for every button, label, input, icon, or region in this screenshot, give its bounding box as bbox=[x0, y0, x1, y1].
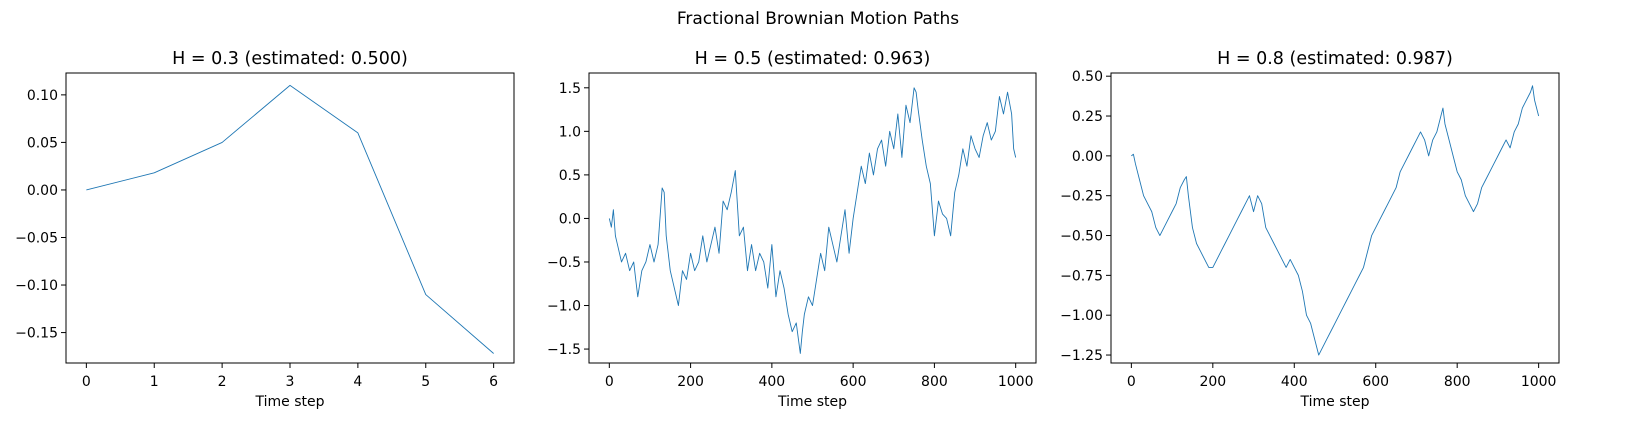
x-tick-label: 800 bbox=[1444, 374, 1471, 390]
y-tick-label: 0.00 bbox=[27, 183, 58, 199]
subplot-h08: H = 0.8 (estimated: 0.987) Time step 0 20… bbox=[1060, 49, 1560, 410]
x-tick-label: 800 bbox=[921, 374, 948, 390]
x-tick-label: 200 bbox=[1199, 374, 1226, 390]
series-line bbox=[1131, 85, 1540, 356]
series-line bbox=[86, 84, 494, 354]
x-tick-label: 1000 bbox=[1521, 374, 1557, 390]
figure-suptitle: Fractional Brownian Motion Paths bbox=[677, 9, 959, 29]
x-tick-label: 400 bbox=[1281, 374, 1308, 390]
x-tick-label: 1 bbox=[150, 374, 159, 390]
x-tick-label: 4 bbox=[353, 374, 362, 390]
x-tick-label: 600 bbox=[1362, 374, 1389, 390]
y-tick-label: −0.50 bbox=[1060, 229, 1103, 245]
y-tick-label: 0.05 bbox=[27, 135, 58, 151]
x-tick-label: 400 bbox=[758, 374, 785, 390]
x-axis-label: Time step bbox=[1300, 394, 1370, 410]
y-tick-label: 0.0 bbox=[559, 211, 581, 227]
y-tick-label: 0.50 bbox=[1072, 69, 1103, 85]
subplot-title: H = 0.3 (estimated: 0.500) bbox=[172, 49, 408, 69]
y-tick-label: −1.0 bbox=[547, 299, 581, 315]
subplot-title: H = 0.5 (estimated: 0.963) bbox=[695, 49, 931, 69]
subplot-h03: H = 0.3 (estimated: 0.500) Time step 0 1 2… bbox=[15, 49, 515, 410]
y-tick-label: 0.10 bbox=[27, 88, 58, 104]
y-tick-label: −0.10 bbox=[15, 278, 58, 294]
y-tick-label: −1.00 bbox=[1060, 308, 1103, 324]
y-tick-label: −0.15 bbox=[15, 326, 58, 342]
subplot-h05: H = 0.5 (estimated: 0.963) Time step 0 20… bbox=[547, 49, 1037, 410]
y-tick-label: 0.00 bbox=[1072, 149, 1103, 165]
y-tick-label: 1.5 bbox=[559, 81, 581, 97]
subplot-title: H = 0.8 (estimated: 0.987) bbox=[1217, 49, 1453, 69]
y-tick-label: 1.0 bbox=[559, 124, 581, 140]
y-tick-label: −0.25 bbox=[1060, 189, 1103, 205]
x-tick-label: 200 bbox=[677, 374, 704, 390]
y-tick-label: −0.05 bbox=[15, 230, 58, 246]
x-tick-label: 600 bbox=[840, 374, 867, 390]
series-line bbox=[608, 87, 1017, 354]
y-tick-label: 0.25 bbox=[1072, 109, 1103, 125]
y-tick-label: −0.5 bbox=[547, 255, 581, 271]
plot-frame bbox=[1110, 72, 1560, 364]
x-axis-label: Time step bbox=[777, 394, 847, 410]
x-tick-label: 6 bbox=[489, 374, 498, 390]
x-tick-label: 0 bbox=[82, 374, 91, 390]
y-tick-label: 0.5 bbox=[559, 168, 581, 184]
x-tick-label: 1000 bbox=[998, 374, 1034, 390]
y-tick-label: −1.5 bbox=[547, 342, 581, 358]
x-tick-label: 2 bbox=[218, 374, 227, 390]
x-axis-label: Time step bbox=[255, 394, 325, 410]
x-tick-label: 0 bbox=[1127, 374, 1136, 390]
x-tick-label: 0 bbox=[605, 374, 614, 390]
y-tick-label: −1.25 bbox=[1060, 348, 1103, 364]
y-tick-label: −0.75 bbox=[1060, 268, 1103, 284]
x-tick-label: 5 bbox=[421, 374, 430, 390]
x-tick-label: 3 bbox=[286, 374, 295, 390]
